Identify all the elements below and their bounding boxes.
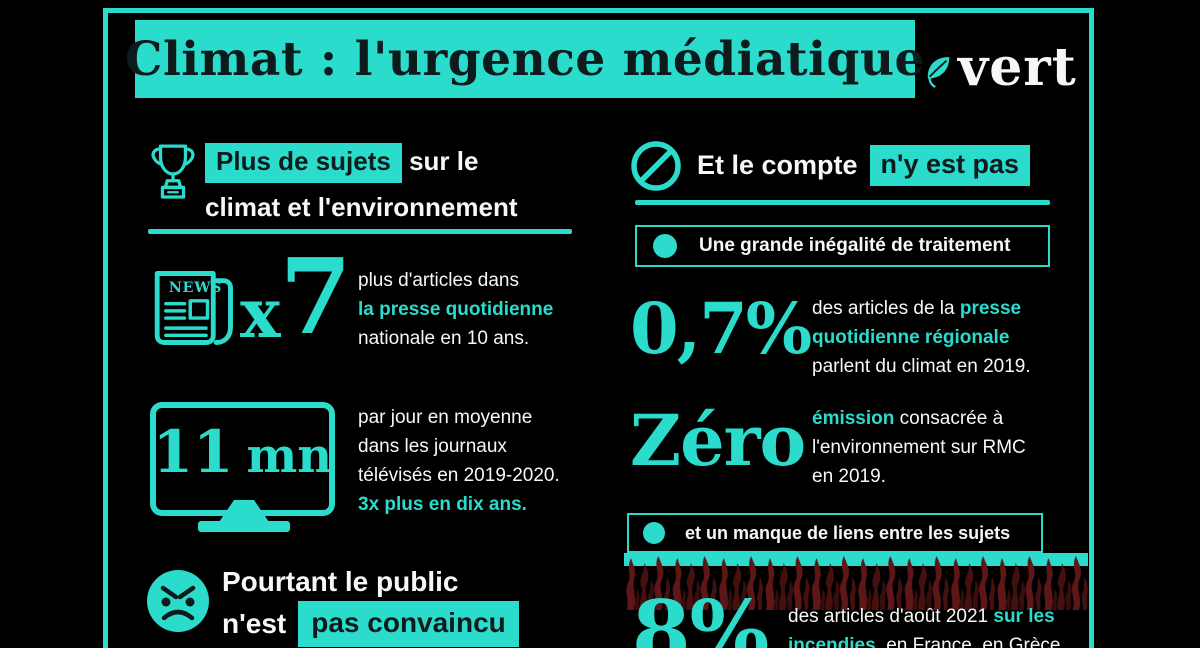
stat-line: incendies, en France, en Grèce [788, 635, 1061, 648]
tv-stand [219, 500, 269, 522]
left-heading-rest: sur le [401, 146, 479, 176]
links-box-label: et un manque de liens entre les sujets [685, 522, 1011, 543]
links-box: et un manque de liens entre les sujets [627, 513, 1043, 553]
stat-line: dans les journaux [358, 436, 507, 457]
stat-line: en 2019. [812, 466, 886, 487]
logo-text: vert [958, 37, 1077, 98]
tv-stat-unit: mn [246, 428, 333, 484]
tv-stat-number: 11 [152, 418, 234, 486]
zero-stat-value: Zéro [630, 399, 806, 482]
inequality-box: Une grande inégalité de traitement [635, 225, 1050, 267]
trophy-icon [151, 144, 195, 199]
stat-line: parlent du climat en 2019. [812, 356, 1031, 377]
pqr-stat-value: 0,7% [630, 287, 812, 370]
border-frame [103, 8, 1094, 648]
page-title: Climat : l'urgence médiatique [125, 31, 925, 87]
left-section-heading-line2: climat et l'environnement [205, 192, 518, 222]
stat-line: quotidienne régionale [812, 327, 1010, 348]
stat-line: des articles de la presse [812, 298, 1022, 319]
leaf-icon [927, 57, 950, 89]
right-divider-rule [635, 200, 1050, 205]
stat-line: l'environnement sur RMC [812, 437, 1026, 458]
stat-line: plus d'articles dans [358, 270, 519, 291]
zero-stat-description: émission consacrée à l'environnement sur… [812, 404, 1026, 491]
stat-line: par jour en moyenne [358, 407, 533, 428]
fires-stat-description: des articles d'août 2021 sur les incendi… [788, 602, 1060, 648]
public-heading-line2: n'est pas convaincu [222, 601, 519, 648]
left-section-heading-line1: Plus de sujets sur le [205, 143, 478, 183]
left-heading-highlight: Plus de sujets [205, 143, 402, 183]
right-section-heading: Et le compte n'y est pas [697, 145, 1031, 187]
tv-icon: 11 mn [150, 402, 335, 516]
public-heading-pre: n'est [222, 608, 287, 640]
stat-line: nationale en 10 ans. [358, 328, 530, 349]
no-entry-icon [631, 141, 681, 191]
stat-line: des articles d'août 2021 sur les [788, 606, 1055, 627]
public-heading-line1: Pourtant le public [222, 566, 459, 597]
dot-icon [643, 522, 665, 544]
flames-image [624, 553, 1088, 610]
tv-stand-base [198, 521, 290, 532]
newspaper-masthead: NEWS [169, 280, 222, 296]
press-stat-prefix: x [240, 274, 281, 355]
public-heading-highlight: pas convaincu [298, 601, 519, 648]
title-banner: Climat : l'urgence médiatique [125, 20, 924, 98]
press-stat-value: x 7 [240, 235, 352, 358]
left-divider-rule [148, 229, 572, 234]
stat-line: émission consacrée à [812, 408, 1004, 429]
fires-stat-value: 8% [632, 582, 769, 648]
logo: vert [924, 42, 1077, 94]
newspaper-icon: NEWS [154, 271, 233, 345]
stat-line: télévisés en 2019-2020. [358, 465, 560, 486]
press-stat-description: plus d'articles dans la presse quotidien… [358, 266, 553, 353]
pqr-stat-description: des articles de la presse quotidienne ré… [812, 294, 1031, 381]
stat-line: la presse quotidienne [358, 299, 554, 320]
right-heading-highlight: n'y est pas [869, 145, 1031, 187]
stat-line: 3x plus en dix ans. [358, 494, 527, 515]
right-heading-pre: Et le compte [697, 150, 858, 181]
press-stat-number: 7 [279, 235, 352, 358]
angry-face-icon [147, 570, 209, 632]
tv-stat-description: par jour en moyenne dans les journaux té… [358, 403, 560, 519]
dot-icon [653, 234, 677, 258]
inequality-box-label: Une grande inégalité de traitement [699, 235, 1011, 256]
